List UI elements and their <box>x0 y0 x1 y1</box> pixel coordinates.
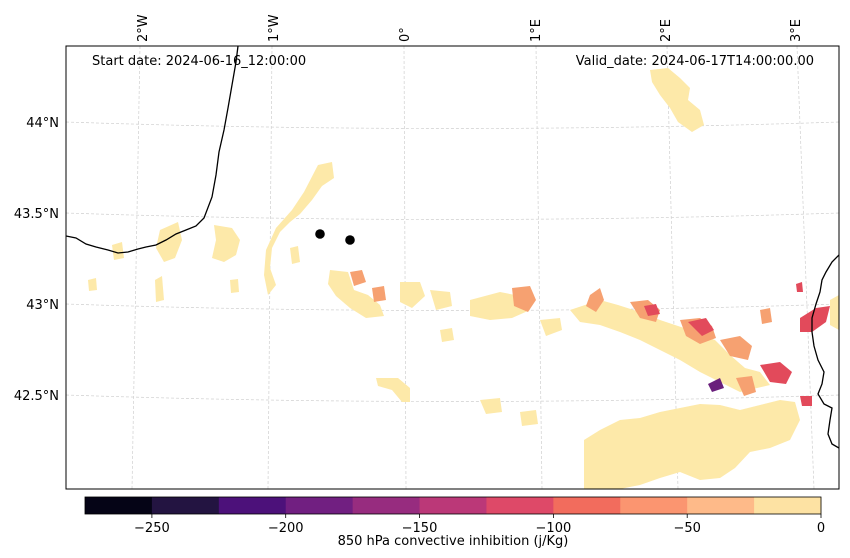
meridian-0 <box>403 46 407 489</box>
cin-field <box>88 68 839 489</box>
colorbar-segment <box>352 497 421 514</box>
colorbar-segment <box>486 497 554 514</box>
colorbar-segment <box>151 497 220 514</box>
parallel-44n <box>66 121 839 129</box>
station-point-2 <box>345 235 355 245</box>
colorbar-segment <box>553 497 621 514</box>
parallel-43-5n <box>66 212 839 220</box>
colorbar-frame <box>84 496 822 515</box>
lat-label-43n: 43°N <box>26 298 59 313</box>
colorbar-tick-label: 0 <box>817 521 825 536</box>
lon-label-1e: 1°E <box>529 19 544 42</box>
station-points <box>315 229 355 245</box>
coastlines <box>66 46 839 449</box>
longitude-labels: 2°W 1°W 0° 1°E 2°E 3°E <box>136 14 804 42</box>
colorbar-tick-label: −50 <box>673 521 700 536</box>
colorbar-segment <box>620 497 688 514</box>
lon-label-3e: 3°E <box>789 19 804 42</box>
colorbar-tick-label: −100 <box>536 521 572 536</box>
meridian-2e <box>666 46 679 489</box>
atlantic-coast <box>66 46 239 254</box>
map-frame <box>65 45 840 490</box>
lon-label-1w: 1°W <box>267 14 282 42</box>
colorbar-ticks <box>151 514 822 518</box>
colorbar-tick-label: −200 <box>268 521 304 536</box>
graticule <box>66 46 839 489</box>
colorbar-segment <box>687 497 755 514</box>
colorbar-tick-label: −150 <box>402 521 438 536</box>
start-date-label: Start date: 2024-06-16_12:00:00 <box>92 54 306 69</box>
meridian-1e <box>535 46 543 489</box>
parallel-42-5n <box>66 394 839 402</box>
colorbar-segment <box>754 497 822 514</box>
colorbar-segment <box>85 497 153 514</box>
lon-label-2w: 2°W <box>136 14 151 42</box>
map-panel: Start date: 2024-06-16_12:00:00 Valid_da… <box>14 14 840 490</box>
cin-extreme-patches <box>708 378 724 392</box>
lat-label-44n: 44°N <box>26 116 59 131</box>
colorbar-segment <box>285 497 354 514</box>
colorbar-label: 850 hPa convective inhibition (j/Kg) <box>338 534 569 549</box>
lat-label-43-5n: 43.5°N <box>14 207 59 222</box>
latitude-labels: 44°N 43.5°N 43°N 42.5°N <box>14 116 59 404</box>
colorbar-tick-label: −250 <box>134 521 170 536</box>
valid-date-label: Valid_date: 2024-06-17T14:00:00.00 <box>576 54 814 69</box>
mediterranean-coast <box>811 254 839 449</box>
colorbar-segments <box>85 497 822 514</box>
colorbar: −250 −200 −150 −100 −50 0 850 hPa convec… <box>84 496 825 549</box>
lon-label-2e: 2°E <box>659 19 674 42</box>
colorbar-segment <box>419 497 487 514</box>
colorbar-segment <box>218 497 287 514</box>
meridian-3e <box>796 46 815 489</box>
lat-label-42-5n: 42.5°N <box>14 389 59 404</box>
colorbar-tick-labels: −250 −200 −150 −100 −50 0 <box>134 521 825 536</box>
station-point-1 <box>315 229 325 239</box>
parallel-43n <box>66 303 839 311</box>
lon-label-0: 0° <box>398 27 413 42</box>
meridian-2w <box>131 46 141 489</box>
cin-strong-patches <box>644 282 830 406</box>
